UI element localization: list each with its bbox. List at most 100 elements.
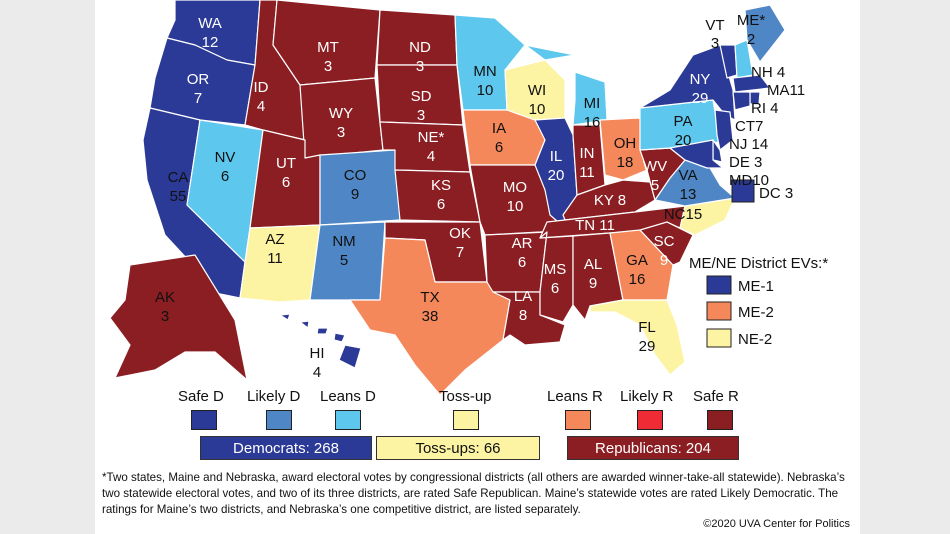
label-ne-ev: 4 [427,148,435,165]
label-la-ev: 8 [519,307,527,324]
label-mi-ev: 16 [584,114,601,131]
district-label-me1: ME-1 [738,278,774,295]
label-il: IL [550,148,563,165]
label-ks-ev: 6 [437,196,445,213]
state-ma[interactable] [732,74,771,93]
legend-swatch-likely-r [637,410,663,430]
label-pa-ev: 20 [675,132,692,149]
label-az: AZ [265,231,284,248]
label-ok-ev: 7 [456,244,464,261]
label-mt-ev: 3 [324,58,332,75]
label-nd: ND [409,39,431,56]
label-co: CO [344,167,367,184]
label-wi: WI [528,82,546,99]
label-ms: MS [544,261,567,278]
state-tx[interactable] [349,237,511,396]
label-ny-ev: 29 [692,90,709,107]
state-me[interactable] [744,4,786,63]
state-fl[interactable] [589,299,686,376]
dc-swatch[interactable] [731,179,755,203]
label-wi-ev: 10 [529,101,546,118]
label-wy-ev: 3 [337,124,345,141]
label-oh-ev: 18 [617,154,634,171]
state-ny[interactable] [639,44,736,121]
label-fl-ev: 29 [639,338,656,355]
legend-label-safe-r: Safe R [693,388,739,405]
label-nm-ev: 5 [340,252,348,269]
district-swatch-me1 [706,275,732,295]
district-legend-title: ME/NE District EVs:* [689,255,828,272]
label-nm: NM [332,233,355,250]
state-mi[interactable] [524,44,608,126]
state-nd[interactable] [376,9,458,66]
label-al-ev: 9 [589,275,597,292]
state-sc[interactable] [639,221,694,266]
label-la: LA [514,288,532,305]
label-wv-ev: 5 [651,177,659,194]
state-oh[interactable] [599,117,648,181]
legend-label-likely-r: Likely R [620,388,674,405]
label-mn-ev: 10 [477,82,494,99]
label-ok: OK [449,225,471,242]
label-tn: TN 11 [575,217,615,234]
label-ks: KS [431,177,451,194]
label-ut-ev: 6 [282,174,290,191]
state-hi[interactable] [279,313,362,369]
label-va: VA [679,167,698,184]
label-ar: AR [512,235,533,252]
label-sd: SD [411,88,432,105]
district-legend: ME/NE District EVs:* ME-1 ME-2 NE-2 [689,255,828,348]
state-ak[interactable] [109,254,248,381]
democrats-total: Democrats: 268 [200,436,372,460]
republicans-total: Republicans: 204 [567,436,739,460]
label-in: IN [580,145,595,162]
state-ct[interactable] [732,91,751,111]
label-id-ev: 4 [257,98,265,115]
label-ga: GA [626,252,648,269]
label-ga-ev: 16 [629,271,646,288]
map-stage: WA 12 OR 7 CA 55 NV 6 ID 4 MT 3 WY 3 UT … [95,0,860,534]
label-mt: MT [317,39,339,56]
label-ia-ev: 6 [495,139,503,156]
label-sc: SC [654,233,675,250]
label-wy: WY [329,105,353,122]
label-mn: MN [473,63,496,80]
label-nv-ev: 6 [221,168,229,185]
label-tx: TX [420,289,439,306]
label-sc-ev: 9 [660,252,668,269]
state-co[interactable] [319,149,401,226]
label-wv: WV [643,158,667,175]
legend-label-likely-d: Likely D [247,388,301,405]
label-id: ID [254,79,269,96]
legend-swatch-likely-d [266,410,292,430]
legend-swatch-safe-r [707,410,733,430]
label-ms-ev: 6 [551,280,559,297]
state-ga[interactable] [609,229,674,301]
label-sd-ev: 3 [417,107,425,124]
label-nj: NJ 14 [729,136,768,153]
label-az-ev: 11 [267,250,283,267]
label-or-ev: 7 [194,90,202,107]
label-vt-ev: 3 [711,35,719,52]
label-il-ev: 20 [548,167,565,184]
label-ri: RI 4 [751,100,779,117]
label-or: OR [187,71,210,88]
tossups-total: Toss-ups: 66 [376,436,540,460]
state-nh[interactable] [734,39,754,79]
state-md[interactable] [669,139,724,169]
label-tx-ev: 38 [422,308,439,325]
legend-label-tossup: Toss-up [439,388,492,405]
label-pa: PA [674,113,693,130]
left-margin [0,0,95,534]
label-nv: NV [215,149,236,166]
legend-label-leans-d: Leans D [320,388,376,405]
label-ca-ev: 55 [170,188,187,205]
label-wa-ev: 12 [202,34,219,51]
label-va-ev: 13 [680,186,697,203]
state-labels: WA 12 OR 7 CA 55 NV 6 ID 4 MT 3 WY 3 UT … [155,12,805,381]
state-nj[interactable] [714,109,734,151]
label-co-ev: 9 [351,186,359,203]
label-fl: FL [638,319,656,336]
legend-label-safe-d: Safe D [178,388,224,405]
label-in-ev: 11 [579,164,595,181]
